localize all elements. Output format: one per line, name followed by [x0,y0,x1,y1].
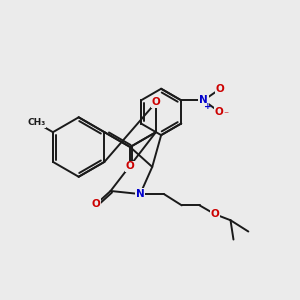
Text: N: N [199,95,208,105]
Text: O: O [215,84,224,94]
Text: O: O [92,199,101,209]
Text: O: O [214,106,224,117]
Text: O: O [211,209,219,219]
Text: ⁻: ⁻ [223,110,228,120]
Text: N: N [136,189,145,199]
Text: CH₃: CH₃ [27,118,45,127]
Text: O: O [126,161,134,171]
Text: O: O [152,98,160,107]
Text: +: + [204,102,212,111]
